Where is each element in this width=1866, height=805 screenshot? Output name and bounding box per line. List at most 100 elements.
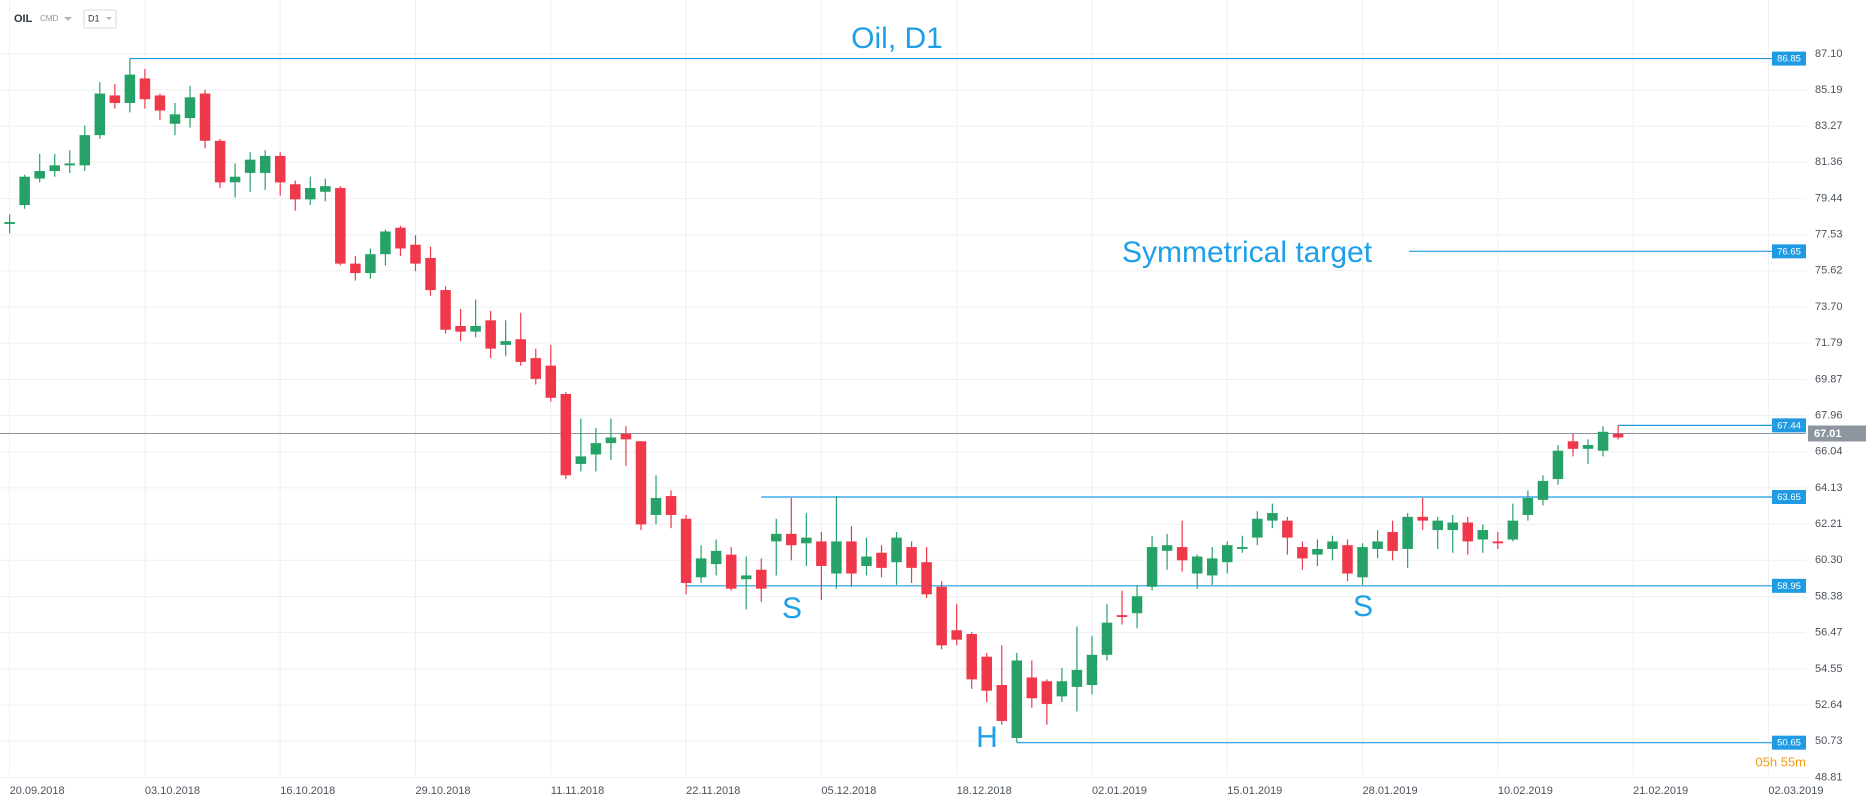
candle-body [725, 554, 737, 589]
level-label-box [1772, 418, 1806, 433]
candle-body [771, 533, 782, 542]
candle-body [575, 456, 587, 464]
candle-body [876, 552, 887, 568]
candle-body [996, 685, 1008, 721]
y-tick-label: 58.38 [1815, 590, 1843, 602]
x-tick-label: 21.02.2019 [1633, 785, 1688, 797]
annotation: Symmetrical target [1122, 236, 1373, 269]
candle-body [1432, 520, 1443, 531]
candle-body [1056, 681, 1068, 697]
candle-body [1116, 615, 1128, 618]
candle-body [891, 537, 902, 563]
candle-body [1567, 441, 1579, 449]
candle-body [1131, 596, 1143, 614]
candle-body [1267, 513, 1278, 521]
y-tick-label: 62.21 [1815, 518, 1843, 530]
candle-body [1342, 545, 1353, 574]
candle-body [1522, 497, 1534, 515]
symbol[interactable]: OIL [14, 13, 33, 25]
candle-body [680, 518, 692, 583]
candle-body [650, 497, 662, 515]
candle-body [410, 244, 421, 264]
y-tick-label: 69.87 [1815, 373, 1843, 385]
candle-body [590, 443, 602, 455]
candle-body [906, 547, 917, 568]
grid [0, 0, 1806, 778]
market[interactable]: CMD [40, 14, 58, 23]
x-tick-label: 20.09.2018 [10, 785, 65, 797]
x-tick-label: 03.10.2018 [145, 785, 200, 797]
candle-body [1221, 545, 1233, 563]
x-tick-label: 28.01.2019 [1363, 785, 1418, 797]
candle-body [1477, 530, 1489, 540]
level-label-box [1772, 735, 1806, 750]
y-tick-label: 64.13 [1815, 482, 1843, 494]
y-tick-label: 66.04 [1815, 446, 1843, 458]
candle-body [380, 231, 391, 255]
candle-body [485, 320, 496, 349]
candle-body [605, 437, 617, 444]
level-label: 86.85 [1777, 54, 1801, 65]
candle-body [4, 222, 15, 224]
x-tick-label: 29.10.2018 [415, 785, 470, 797]
candle-body [1206, 558, 1218, 576]
candle-body [64, 163, 76, 166]
current-price-box [1808, 425, 1866, 442]
timeframe[interactable]: D1 [88, 13, 100, 23]
candle-body [305, 188, 316, 200]
candle-body [1387, 531, 1398, 551]
levels [0, 57, 1806, 744]
x-tick-label: 10.02.2019 [1498, 785, 1553, 797]
x-tick-label: 18.12.2018 [957, 785, 1012, 797]
y-tick-label: 54.55 [1815, 663, 1843, 675]
candle-body [124, 74, 136, 103]
chart-title: Oil, D1 [851, 22, 943, 55]
y-tick-label: 75.62 [1815, 265, 1843, 277]
x-tick-label: 05.12.2018 [821, 785, 876, 797]
candle-body [1417, 516, 1428, 521]
candle-body [951, 630, 962, 640]
candle-body [184, 97, 196, 119]
candle-body [1011, 660, 1023, 738]
candle-body [846, 541, 857, 574]
candle-body [1492, 541, 1504, 544]
candle-body [1252, 518, 1263, 538]
candle-body [19, 176, 30, 206]
candle-body [229, 176, 241, 183]
candle-body [1462, 522, 1474, 542]
y-tick-label: 67.96 [1815, 409, 1843, 421]
toolbar: OIL CMD D1 [14, 9, 117, 29]
candle-body [500, 341, 511, 345]
candle-body [1191, 556, 1203, 574]
candle-body [981, 656, 992, 691]
candle-body [620, 433, 632, 440]
candle-body [936, 586, 947, 646]
y-tick-label: 77.53 [1815, 229, 1843, 241]
candle-body [801, 537, 812, 544]
candle-body [816, 541, 827, 566]
candle-body [1297, 547, 1308, 559]
candle-body [169, 114, 181, 124]
candle-body [1537, 480, 1549, 500]
candle-body [109, 95, 121, 103]
timeframe-box[interactable] [83, 9, 117, 29]
candle-body [1612, 433, 1624, 438]
candle-body [289, 184, 301, 200]
candle-body [786, 533, 797, 546]
dropdown-arrow [64, 17, 72, 21]
level-label-box [1772, 578, 1806, 593]
candle-body [1282, 520, 1293, 538]
level-label-box [1772, 51, 1806, 66]
candle-body [861, 556, 872, 566]
candle-body [199, 93, 211, 141]
candle-body [425, 257, 436, 291]
candle-body [1237, 547, 1248, 549]
y-tick-label: 73.70 [1815, 301, 1843, 313]
level-label: 50.65 [1777, 738, 1801, 749]
x-tick-label: 15.01.2019 [1227, 785, 1282, 797]
level-label-box [1772, 244, 1806, 259]
x-tick-label: 02.03.2019 [1768, 785, 1823, 797]
x-tick-label: 22.11.2018 [686, 785, 740, 797]
